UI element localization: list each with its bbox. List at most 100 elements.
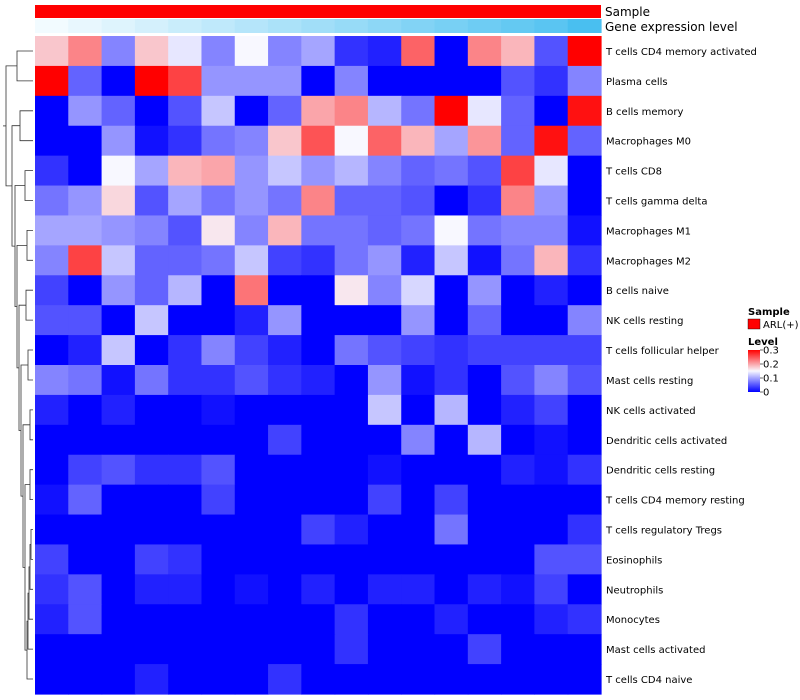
heatmap-cell — [534, 514, 569, 546]
heatmap-cell — [534, 335, 569, 366]
heatmap-cell — [234, 185, 269, 217]
track-label-sample: Sample — [605, 5, 650, 19]
heatmap-cell — [134, 125, 169, 157]
heatmap-cell — [35, 604, 69, 635]
heatmap-cell — [467, 155, 502, 187]
heatmap-cell — [68, 454, 103, 486]
heatmap-cell — [334, 365, 369, 396]
heatmap-cell — [434, 275, 469, 306]
heatmap-cell — [501, 634, 536, 665]
heatmap-cell — [234, 335, 269, 366]
heatmap-cell — [367, 394, 402, 426]
heatmap-cell — [168, 65, 203, 97]
heatmap-cell — [201, 275, 236, 306]
heatmap-cell — [401, 574, 436, 605]
heatmap-cell — [35, 185, 69, 217]
legend-tick-label: 0.1 — [763, 374, 779, 385]
heatmap-cell — [534, 394, 569, 426]
heatmap-cell — [35, 514, 69, 546]
heatmap-cell — [501, 484, 536, 516]
heatmap-cell — [101, 544, 136, 575]
heatmap-cell — [501, 275, 536, 306]
dendrogram-branch — [25, 289, 33, 321]
dendrogram-branch — [30, 529, 33, 560]
heatmap-cell — [467, 544, 502, 575]
heatmap-cell — [567, 185, 602, 217]
heatmap-cell — [134, 215, 169, 246]
heatmap-cell — [134, 335, 169, 366]
heatmap-cell — [534, 454, 569, 486]
heatmap-cell — [134, 394, 169, 426]
heatmap-cell — [534, 36, 569, 67]
heatmap-cell — [334, 215, 369, 246]
heatmap-cell — [301, 305, 336, 336]
heatmap-cells — [35, 36, 602, 695]
heatmap-cell — [134, 365, 169, 396]
heatmap-cell — [334, 664, 369, 695]
heatmap-cell — [401, 365, 436, 396]
heatmap-cell — [367, 514, 402, 546]
heatmap-cell — [35, 634, 69, 665]
heatmap-cell — [234, 424, 269, 456]
heatmap-cell — [234, 95, 269, 127]
dendrogram-branch — [27, 349, 33, 381]
expression-track-cell — [68, 19, 103, 33]
heatmap-cell — [268, 514, 302, 546]
heatmap-cell — [35, 544, 69, 575]
dendrogram-branch — [16, 50, 33, 82]
heatmap-cell — [367, 454, 402, 486]
heatmap-cell — [101, 424, 136, 456]
heatmap-cell — [35, 454, 69, 486]
expression-track-cell — [534, 19, 569, 33]
heatmap-cell — [268, 454, 302, 486]
heatmap-cell — [234, 604, 269, 635]
heatmap-cell — [501, 95, 536, 127]
heatmap-cell — [501, 574, 536, 605]
heatmap-cell — [467, 394, 502, 426]
heatmap-cell — [101, 664, 136, 695]
heatmap-cell — [367, 65, 402, 97]
heatmap-cell — [268, 394, 302, 426]
heatmap-cell — [101, 514, 136, 546]
heatmap-cell — [234, 514, 269, 546]
heatmap-cell — [201, 335, 236, 366]
row-label: T cells CD8 — [605, 167, 662, 178]
row-label: Eosinophils — [606, 555, 662, 566]
heatmap-cell — [401, 604, 436, 635]
row-label: T cells gamma delta — [605, 197, 707, 208]
heatmap-cell — [467, 664, 502, 695]
heatmap-cell — [268, 245, 302, 276]
heatmap-cell — [334, 275, 369, 306]
heatmap-cell — [501, 155, 536, 187]
heatmap-cell — [367, 305, 402, 336]
heatmap-cell — [401, 664, 436, 695]
heatmap-cell — [68, 36, 103, 67]
expression-track-cell — [467, 19, 502, 33]
heatmap-cell — [268, 65, 302, 97]
heatmap-cell — [401, 95, 436, 127]
heatmap-cell — [234, 394, 269, 426]
expression-track-cell — [201, 19, 236, 33]
heatmap-cell — [101, 65, 136, 97]
heatmap-cell — [201, 125, 236, 157]
heatmap-cell — [234, 484, 269, 516]
heatmap-cell — [201, 454, 236, 486]
heatmap-cell — [434, 365, 469, 396]
heatmap-cell — [467, 125, 502, 157]
heatmap-cell — [401, 424, 436, 456]
heatmap-cell — [35, 155, 69, 187]
heatmap-cell — [168, 365, 203, 396]
heatmap-cell — [101, 275, 136, 306]
heatmap-cell — [68, 574, 103, 605]
heatmap-cell — [401, 275, 436, 306]
expression-track-cell — [101, 19, 136, 33]
heatmap-cell — [467, 275, 502, 306]
heatmap-cell — [334, 424, 369, 456]
heatmap-cell — [301, 394, 336, 426]
heatmap-cell — [134, 634, 169, 665]
heatmap-cell — [467, 514, 502, 546]
heatmap-cell — [401, 634, 436, 665]
heatmap-cell — [534, 245, 569, 276]
heatmap-cell — [467, 335, 502, 366]
row-label: Macrophages M0 — [606, 137, 691, 148]
